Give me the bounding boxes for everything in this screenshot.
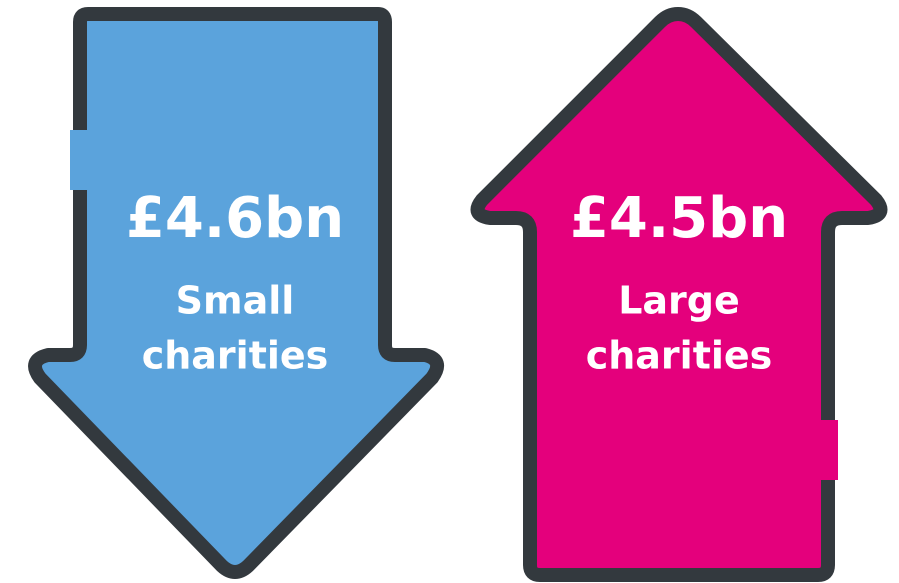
label: Small [176,279,295,323]
label: charities [586,334,773,378]
outline-gap [818,420,838,480]
amount: £4.6bn [126,186,344,251]
amount: £4.5bn [570,186,788,251]
down-arrow [28,7,445,579]
outline-gap [70,130,90,190]
label: charities [142,334,329,378]
label: Large [618,279,740,323]
up-arrow [470,7,888,582]
